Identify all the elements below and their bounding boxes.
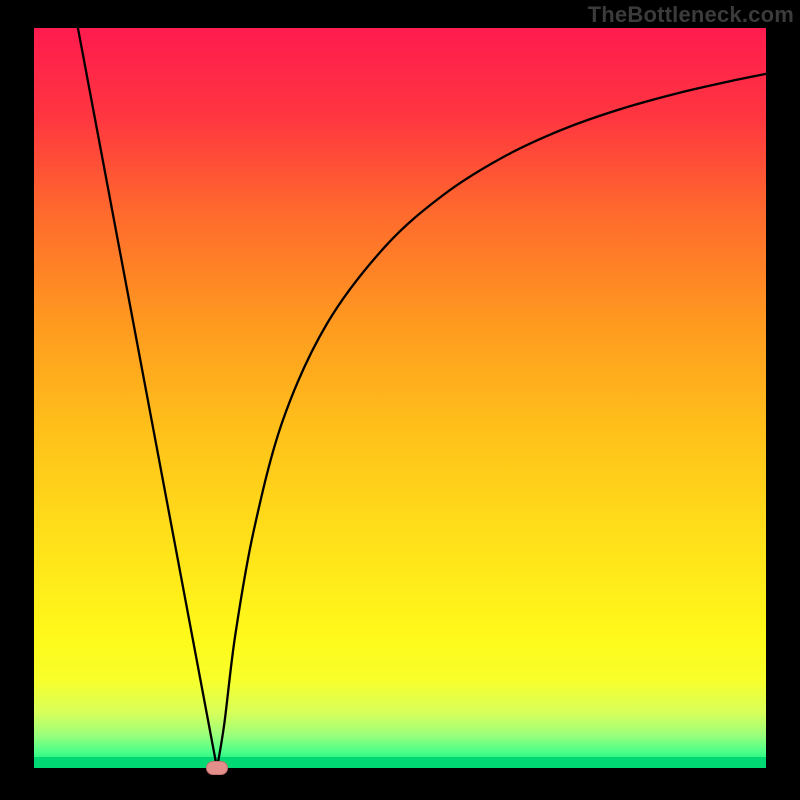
bottleneck-curve [34,28,766,768]
optimal-point-marker [206,761,228,775]
plot-area [34,28,766,768]
chart-frame: TheBottleneck.com [0,0,800,800]
watermark-text: TheBottleneck.com [588,2,794,28]
